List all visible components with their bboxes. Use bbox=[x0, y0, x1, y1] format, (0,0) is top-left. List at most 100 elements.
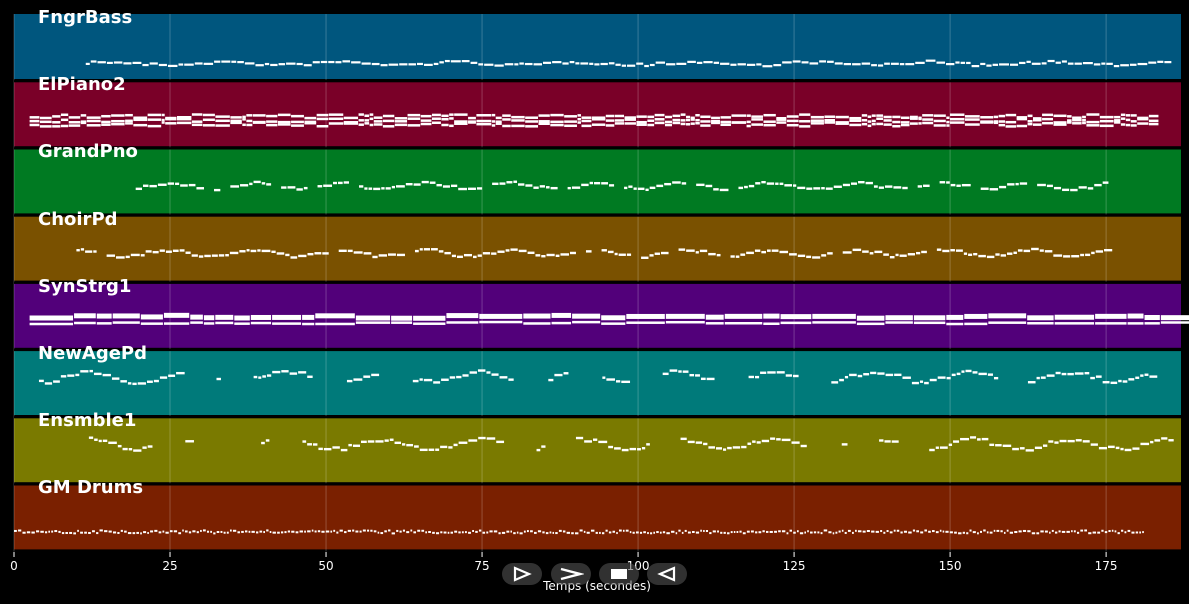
note bbox=[900, 121, 910, 124]
note bbox=[249, 182, 253, 186]
note bbox=[686, 123, 691, 126]
note bbox=[1104, 531, 1108, 534]
note bbox=[111, 377, 120, 380]
note bbox=[936, 248, 942, 251]
note bbox=[525, 116, 539, 119]
note bbox=[1054, 531, 1058, 534]
note bbox=[913, 315, 946, 321]
note bbox=[497, 250, 505, 253]
note bbox=[1095, 375, 1102, 378]
rewind-button[interactable] bbox=[647, 563, 687, 585]
note bbox=[773, 64, 782, 67]
note bbox=[711, 119, 720, 123]
note bbox=[281, 186, 287, 189]
note bbox=[433, 62, 439, 66]
note bbox=[355, 321, 391, 324]
note bbox=[600, 62, 608, 66]
fast-forward-button[interactable] bbox=[551, 563, 591, 585]
note bbox=[145, 250, 152, 253]
note bbox=[601, 182, 609, 185]
note bbox=[755, 182, 761, 185]
note bbox=[995, 444, 1002, 447]
note bbox=[368, 187, 373, 190]
note bbox=[662, 372, 669, 376]
note bbox=[999, 185, 1007, 189]
note bbox=[681, 531, 684, 534]
note bbox=[1059, 439, 1067, 443]
note bbox=[433, 381, 441, 384]
note bbox=[364, 187, 368, 190]
note bbox=[1027, 381, 1036, 384]
note bbox=[382, 114, 395, 118]
note bbox=[1090, 376, 1095, 380]
note bbox=[1031, 62, 1041, 65]
note bbox=[1076, 531, 1080, 534]
note bbox=[1025, 449, 1034, 452]
note bbox=[524, 62, 533, 66]
note bbox=[824, 118, 836, 122]
note bbox=[717, 530, 719, 533]
note bbox=[1130, 124, 1137, 127]
note bbox=[541, 445, 546, 448]
x-tick-label: 50 bbox=[318, 559, 334, 573]
note bbox=[624, 116, 636, 119]
note bbox=[705, 184, 713, 188]
note bbox=[484, 63, 494, 66]
note bbox=[1114, 530, 1117, 533]
note bbox=[780, 314, 812, 320]
note bbox=[373, 116, 383, 119]
note bbox=[950, 249, 955, 252]
note bbox=[338, 249, 347, 253]
note bbox=[978, 372, 987, 376]
note bbox=[1078, 186, 1087, 189]
note bbox=[980, 116, 994, 119]
note bbox=[680, 437, 687, 441]
note bbox=[863, 373, 870, 376]
note bbox=[443, 531, 447, 534]
play-button[interactable] bbox=[502, 563, 542, 585]
note bbox=[866, 530, 870, 533]
note bbox=[776, 121, 787, 124]
note bbox=[865, 181, 873, 185]
note bbox=[889, 531, 893, 534]
note bbox=[1124, 448, 1132, 452]
note bbox=[51, 530, 54, 533]
note bbox=[950, 183, 956, 187]
note bbox=[922, 121, 934, 125]
note bbox=[627, 64, 636, 67]
note bbox=[346, 379, 353, 383]
note bbox=[394, 117, 408, 120]
note bbox=[1013, 251, 1017, 254]
note bbox=[549, 531, 552, 534]
note bbox=[705, 530, 709, 533]
note bbox=[342, 60, 351, 63]
note bbox=[367, 529, 370, 532]
note bbox=[599, 531, 601, 534]
note bbox=[384, 530, 387, 533]
note bbox=[525, 125, 539, 128]
track-separator bbox=[14, 281, 1181, 284]
note bbox=[246, 249, 250, 252]
note bbox=[636, 115, 647, 118]
note bbox=[506, 181, 513, 184]
note bbox=[569, 60, 575, 64]
note bbox=[834, 62, 843, 65]
note bbox=[666, 532, 670, 535]
note bbox=[835, 531, 838, 534]
note bbox=[1101, 529, 1104, 532]
note bbox=[153, 379, 159, 383]
note bbox=[850, 182, 858, 185]
note bbox=[883, 119, 892, 122]
note bbox=[159, 376, 168, 379]
note bbox=[482, 531, 486, 534]
note bbox=[1135, 531, 1139, 534]
note bbox=[933, 119, 946, 123]
note bbox=[61, 532, 65, 535]
note bbox=[746, 120, 751, 124]
note bbox=[252, 121, 266, 124]
note bbox=[654, 252, 660, 255]
stop-button[interactable] bbox=[599, 563, 639, 585]
note bbox=[113, 61, 123, 64]
note bbox=[632, 531, 635, 534]
